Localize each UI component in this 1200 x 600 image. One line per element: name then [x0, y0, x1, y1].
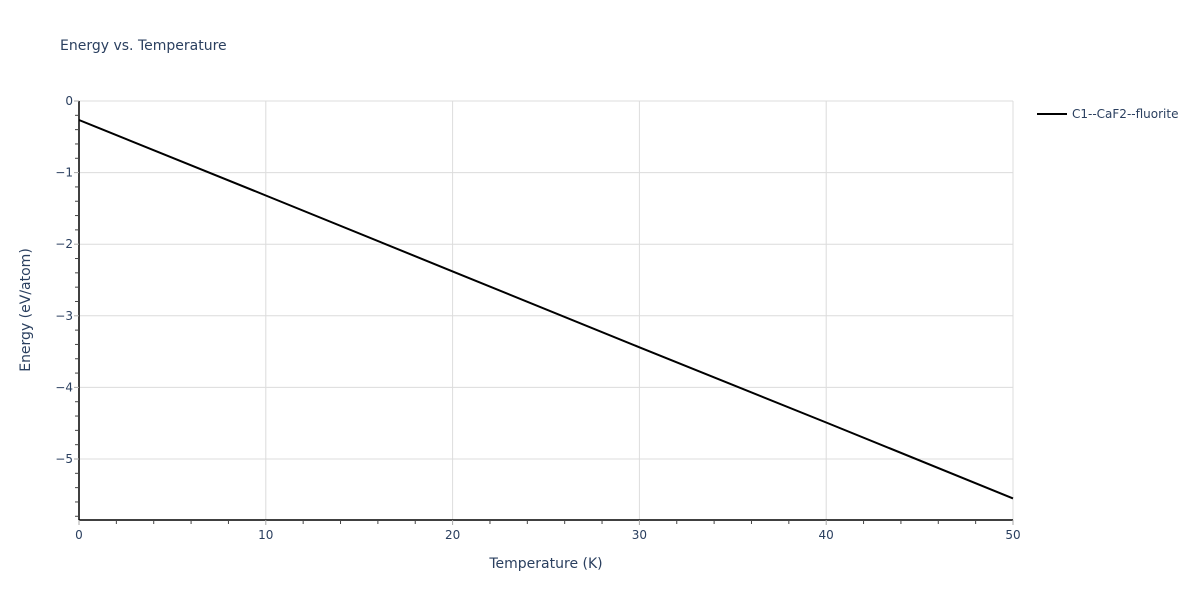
x-tick-label: 20 [445, 528, 460, 542]
x-axis-title: Temperature (K) [488, 556, 602, 572]
y-tick-label: −1 [55, 166, 73, 180]
x-tick-label: 10 [258, 528, 273, 542]
y-tick-label: −2 [55, 237, 73, 251]
legend-item[interactable]: C1--CaF2--fluorite [1037, 107, 1178, 121]
tick-labels: 0 10 20 30 40 50 0 −1 −2 −3 −4 −5 [55, 94, 1020, 542]
series-line[interactable] [78, 119, 1014, 500]
y-tick-label: 0 [65, 94, 73, 108]
x-tick-label: 50 [1005, 528, 1020, 542]
y-tick-label: −3 [55, 309, 73, 323]
x-tick-label: 30 [632, 528, 647, 542]
y-tick-label: −4 [55, 380, 73, 394]
legend[interactable]: C1--CaF2--fluorite [1037, 107, 1178, 121]
x-tick-label: 40 [819, 528, 834, 542]
x-tick-label: 0 [75, 528, 83, 542]
plot-area[interactable] [78, 119, 1014, 500]
axes [74, 100, 1014, 525]
grid-lines [79, 100, 1014, 520]
legend-label: C1--CaF2--fluorite [1072, 107, 1178, 121]
y-tick-label: −5 [55, 452, 73, 466]
y-axis-title: Energy (eV/atom) [18, 248, 34, 372]
chart-title: Energy vs. Temperature [60, 38, 227, 54]
